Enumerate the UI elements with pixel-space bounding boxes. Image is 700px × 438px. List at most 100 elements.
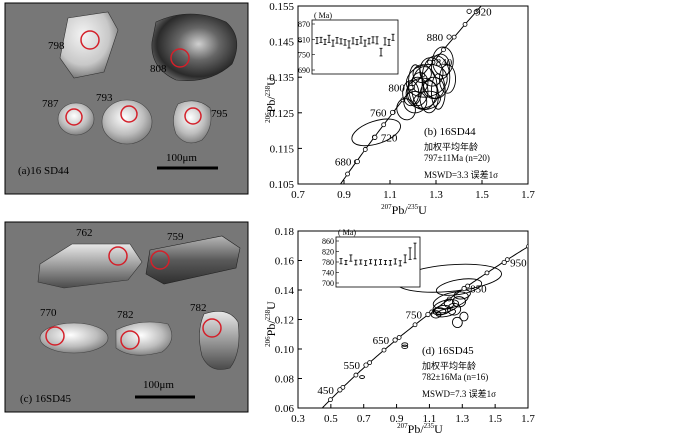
concordia-curve (321, 246, 528, 408)
weighted-mean-title: 加权平均年龄 (422, 360, 476, 371)
plot-area (317, 244, 528, 414)
y-tick-label: 0.08 (275, 374, 295, 386)
analysis-spot (65, 108, 83, 126)
x-tick-label: 1.1 (383, 189, 397, 201)
inset-unit-label: ( Ma) (338, 228, 356, 237)
y-tick-label: 0.12 (275, 315, 294, 327)
error-ellipse (412, 64, 432, 83)
concordia-age-marker (317, 410, 321, 414)
concordia-age-marker (412, 322, 418, 328)
concordia-age-marker (396, 335, 402, 340)
spot-label: 782 (117, 309, 134, 321)
analysis-spot (170, 48, 190, 68)
analysis-spot (202, 318, 222, 338)
concordia-age-label: 800 (388, 83, 405, 95)
concordia-age-label: 720 (381, 132, 398, 144)
concordia-age-label: 880 (427, 32, 444, 44)
panel-c-frame (4, 221, 249, 413)
concordia-age-marker (363, 362, 369, 368)
concordia-age-marker (367, 360, 373, 366)
y-tick-label: 0.10 (275, 344, 295, 356)
concordia-age-marker (329, 196, 333, 200)
concordia-age-marker (441, 47, 446, 53)
y-axis-label-part: U (264, 77, 278, 86)
concordia-age-marker (353, 372, 359, 378)
y-tick-label: 0.06 (275, 403, 295, 415)
analysis-spot (184, 107, 202, 125)
x-tick-label: 0.7 (357, 413, 371, 425)
y-tick-label: 0.18 (275, 226, 295, 238)
x-axis-label-part: Pb/ (392, 203, 409, 217)
error-ellipse (411, 72, 429, 93)
concordia-age-label: 840 (436, 57, 453, 69)
x-tick-label: 1.7 (521, 189, 535, 201)
panel-a: 798 808 787 793 795 100μm (a)16 SD44 (4, 2, 249, 195)
inset-y-tick-label: 810 (298, 35, 310, 44)
concordia-age-marker (338, 183, 340, 184)
inset-frame (335, 236, 421, 288)
y-tick-label: 0.115 (270, 143, 295, 155)
y-axis-label-part: Pb/ (264, 320, 278, 337)
concordia-age-marker (381, 347, 387, 353)
concordia-age-label: 650 (373, 335, 390, 347)
error-ellipse (422, 76, 445, 100)
weighted-mean-age: 782±16Ma (n=16) (422, 372, 488, 382)
panel-a-label: (a)16 SD44 (18, 165, 70, 177)
inset-y-tick-label: 870 (298, 20, 310, 29)
spot-label: 759 (167, 231, 184, 243)
inset-unit-label: ( Ma) (314, 11, 332, 20)
spot-label: 808 (150, 63, 167, 75)
error-ellipse (403, 90, 428, 114)
error-ellipse (402, 80, 420, 107)
zircon-grain-770 (39, 322, 109, 354)
sample-label: (d) 16SD45 (422, 345, 474, 357)
y-axis-label-superscript: 206 (264, 112, 272, 123)
x-tick-label: 1.1 (423, 413, 437, 425)
error-ellipse (419, 57, 444, 87)
scale-bar-label: 100μm (166, 152, 197, 164)
concordia-age-label: 850 (470, 284, 487, 296)
y-tick-label: 0.155 (269, 1, 294, 13)
inset-y-tick-label: 690 (298, 66, 310, 75)
inset-frame (311, 19, 399, 75)
concordia-age-label: 920 (475, 6, 492, 18)
concordia-age-marker (526, 244, 528, 249)
concordia-age-marker (501, 259, 507, 266)
concordia-age-marker (381, 122, 387, 128)
concordia-age-label: 760 (370, 107, 387, 119)
x-axis-label-superscript: 207 (397, 422, 408, 430)
inset-y-tick-label: 740 (322, 269, 334, 278)
concordia-age-marker (389, 109, 396, 116)
weighted-mean-title: 加权平均年龄 (424, 141, 478, 152)
error-ellipse (432, 291, 469, 310)
concordia-age-marker (504, 257, 510, 263)
inset-y-tick-label: 780 (322, 258, 334, 267)
zircon-grain-759 (145, 235, 241, 285)
zircon-grain-762 (37, 243, 143, 289)
x-axis-label-part: Pb/ (408, 422, 425, 436)
concordia-age-marker (446, 34, 452, 40)
scale-bar-label: 100μm (143, 379, 174, 391)
spot-label: 795 (211, 108, 228, 120)
x-tick-label: 1.5 (475, 189, 489, 201)
concordia-age-label: 680 (335, 157, 352, 169)
error-ellipse (435, 308, 457, 318)
y-tick-label: 0.145 (269, 37, 294, 49)
error-ellipse (443, 298, 455, 309)
error-ellipse (451, 296, 467, 308)
analysis-spot (108, 246, 128, 266)
zircon-grain-782b (199, 311, 240, 370)
concordia-age-marker (337, 387, 343, 393)
concordia-age-marker (328, 397, 333, 403)
x-tick-label: 0.5 (324, 413, 338, 425)
error-ellipse (430, 310, 442, 319)
x-tick-label: 0.9 (337, 189, 351, 201)
x-axis-label: 207Pb/235U (397, 422, 443, 436)
y-axis-label: 206Pb/238U (264, 301, 278, 347)
spot-label: 762 (76, 227, 93, 239)
concordia-age-marker (362, 147, 368, 152)
concordia-chart-b: 0.7 0.9 1.1 1.3 1.5 1.7 0.105 0.115 0.125 0.135 0.… (264, 1, 535, 217)
x-tick-label: 0.7 (291, 189, 305, 201)
y-axis-label-superscript: 238 (264, 309, 272, 320)
